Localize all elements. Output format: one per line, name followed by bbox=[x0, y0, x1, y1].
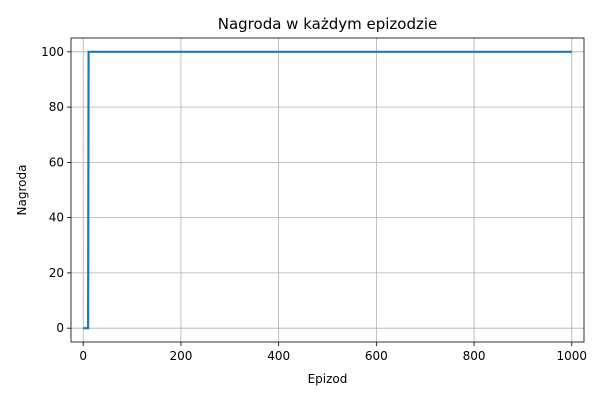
x-tick-label: 600 bbox=[365, 349, 388, 363]
chart-title: Nagroda w każdym epizodzie bbox=[218, 15, 438, 33]
x-tick-label: 1000 bbox=[557, 349, 588, 363]
y-tick-label: 0 bbox=[56, 321, 64, 335]
x-tick-label: 0 bbox=[79, 349, 87, 363]
x-tick-label: 800 bbox=[463, 349, 486, 363]
series-layer bbox=[83, 50, 572, 330]
grid bbox=[71, 38, 584, 342]
y-tick-label: 60 bbox=[49, 155, 64, 169]
x-axis-label: Epizod bbox=[308, 372, 348, 386]
y-tick-label: 40 bbox=[49, 211, 64, 225]
x-tick-label: 200 bbox=[169, 349, 192, 363]
y-tick-label: 100 bbox=[41, 45, 64, 59]
x-tick-label: 400 bbox=[267, 349, 290, 363]
tick-layer: 0 200 400 600 800 1000 0 20 40 60 80 100 bbox=[41, 45, 587, 363]
y-axis-label: Nagroda bbox=[15, 165, 29, 216]
axes-frame bbox=[70, 37, 585, 343]
y-tick-label: 20 bbox=[49, 266, 64, 280]
y-tick-label: 80 bbox=[49, 100, 64, 114]
series-line bbox=[83, 50, 572, 330]
